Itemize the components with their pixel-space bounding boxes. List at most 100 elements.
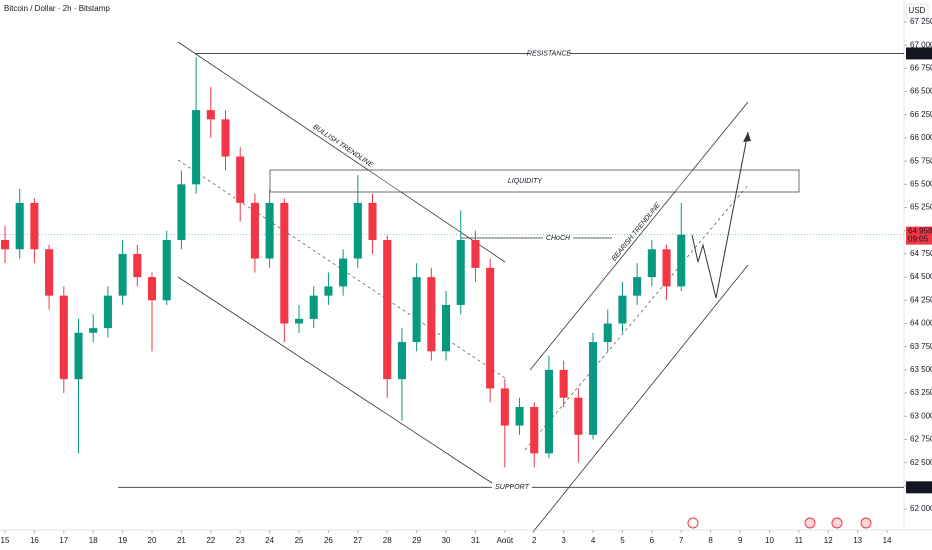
label-bg (529, 48, 569, 59)
resistance-label: RESISTANCE (527, 50, 572, 57)
x-tick-label: 23 (236, 536, 245, 545)
price-badge (906, 226, 932, 245)
candle-body (339, 258, 348, 287)
y-tick-label: 63 750 (910, 342, 932, 351)
x-tick-label: 29 (412, 536, 421, 545)
y-tick-label: 63 500 (910, 365, 932, 374)
projection-path (691, 131, 749, 299)
candle-body (118, 253, 127, 296)
x-tick-label: 15 (1, 536, 10, 545)
x-tick-label: 6 (650, 536, 655, 545)
candle-body (486, 267, 495, 389)
resistance-value: 66 911 (908, 49, 932, 58)
candle-body (147, 277, 157, 301)
candle-body (74, 332, 83, 380)
y-tick-label: 62 750 (910, 435, 932, 444)
x-tick-label: 14 (883, 536, 892, 545)
candle-body (677, 234, 686, 287)
y-tick-label: 64 750 (910, 249, 932, 258)
chart-title: Bitcoin / Dollar · 2h · Bitstamp (4, 4, 110, 13)
x-tick-label: 24 (265, 536, 274, 545)
y-tick-label: 63 000 (910, 411, 932, 420)
candle-body (500, 388, 509, 426)
y-tick-label: 67 250 (910, 17, 932, 26)
projection-arrow (743, 132, 751, 142)
countdown: 09:05 (908, 235, 929, 244)
candle-body (618, 295, 627, 324)
x-tick-label: 3 (561, 536, 566, 545)
candle-body (368, 202, 377, 240)
candle-body (515, 406, 524, 426)
x-tick-label: 5 (620, 536, 625, 545)
liquidity-box (269, 169, 800, 193)
candle-body (0, 239, 10, 250)
price-badge (906, 481, 932, 494)
x-tick-label: 7 (679, 536, 684, 545)
y-tick-label: 63 250 (910, 388, 932, 397)
y-tick-label: 65 750 (910, 156, 932, 165)
candle-body (309, 295, 318, 319)
last-price-value: 64 958 (908, 227, 932, 236)
candle-body (236, 156, 245, 203)
y-tick-label: 62 000 (910, 504, 932, 513)
x-tick-label: 10 (765, 536, 774, 545)
event-icon[interactable] (860, 517, 872, 529)
support-label: SUPPORT (495, 484, 529, 491)
x-tick-label: Août (497, 536, 514, 545)
label-bg (543, 233, 573, 243)
event-icon[interactable] (804, 517, 816, 529)
x-tick-label: 11 (795, 536, 804, 545)
currency-box (905, 3, 929, 19)
x-tick-label: 18 (89, 536, 98, 545)
bearish-trendline (529, 101, 749, 371)
candle-body (412, 277, 421, 343)
y-tick-label: 66 500 (910, 87, 932, 96)
candle-body (427, 277, 436, 352)
y-tick-label: 62 500 (910, 458, 932, 467)
x-tick-label: 12 (824, 536, 833, 545)
y-tick-label: 65 250 (910, 203, 932, 212)
x-tick-label: 19 (118, 536, 127, 545)
candle-body (45, 249, 54, 296)
x-tick-label: 8 (708, 536, 713, 545)
candle-body (353, 202, 362, 259)
y-tick-label: 66 000 (910, 133, 932, 142)
x-tick-label: 21 (177, 536, 186, 545)
x-tick-label: 20 (148, 536, 157, 545)
candle-body (530, 406, 539, 454)
label-bg (492, 482, 532, 493)
candle-body (647, 249, 656, 278)
x-tick-label: 2 (532, 536, 537, 545)
x-tick-label: 16 (30, 536, 39, 545)
y-tick-label: 64 500 (910, 272, 932, 281)
candle-body (30, 202, 39, 250)
candle-body (133, 253, 142, 278)
candle-body (59, 295, 68, 380)
candle-body (588, 342, 598, 435)
x-tick-label: 27 (353, 536, 362, 545)
candle-body (280, 202, 289, 324)
candle-body (544, 369, 553, 454)
x-tick-label: 9 (738, 536, 743, 545)
y-tick-label: 66 750 (910, 63, 932, 72)
channel-mid (524, 184, 749, 451)
price-badge (906, 47, 932, 60)
candle-body (456, 239, 465, 305)
candle-body (265, 202, 274, 259)
candle-body (15, 202, 24, 250)
event-icon[interactable] (687, 517, 699, 529)
candle-body (603, 323, 612, 343)
channel-lower (177, 276, 496, 486)
x-tick-label: 22 (206, 536, 215, 545)
y-tick-label: 66 250 (910, 110, 932, 119)
x-tick-label: 17 (59, 536, 68, 545)
event-icon[interactable] (831, 517, 843, 529)
bullish-trendline (177, 41, 506, 263)
candle-body (662, 249, 671, 287)
candle-body (206, 110, 215, 120)
candle-body (633, 277, 642, 296)
liquidity-label: LIQUIDITY (508, 178, 544, 185)
